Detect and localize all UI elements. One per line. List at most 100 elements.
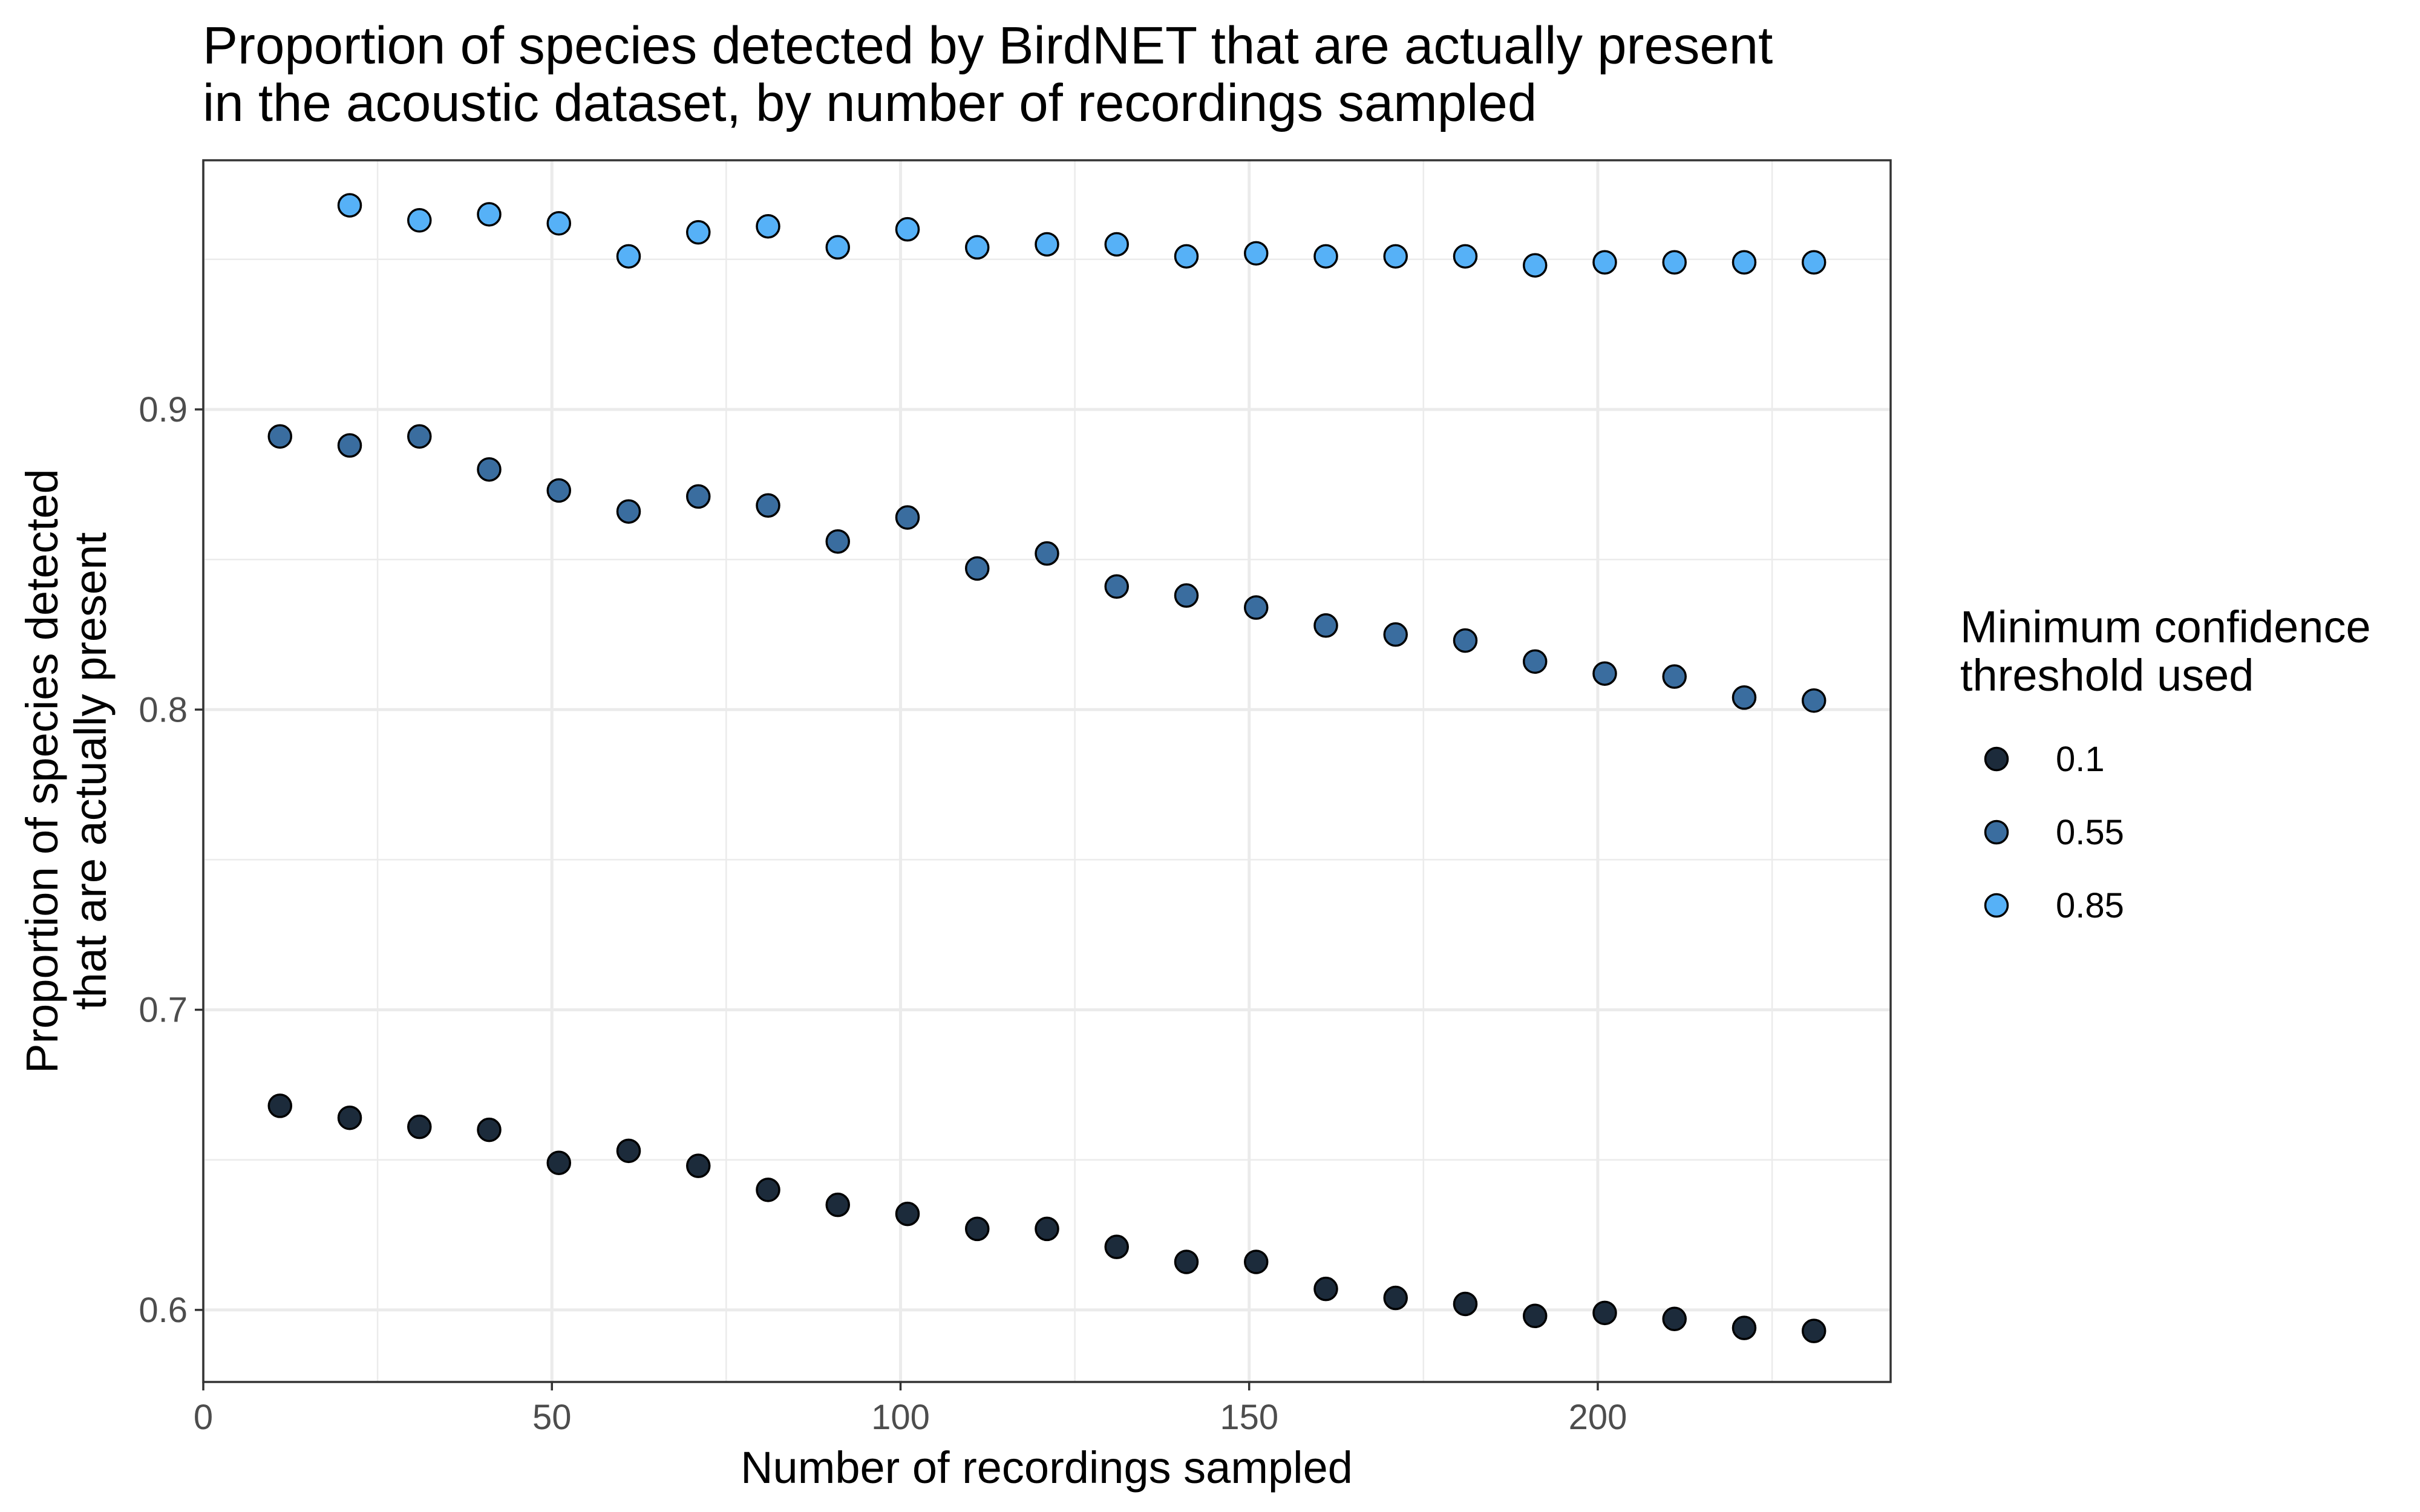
data-point bbox=[1801, 688, 1826, 713]
data-point bbox=[1174, 583, 1199, 608]
x-tick-label: 100 bbox=[871, 1398, 930, 1437]
x-tick-label: 50 bbox=[532, 1398, 572, 1437]
data-point bbox=[1313, 1276, 1338, 1302]
data-point bbox=[1801, 250, 1826, 275]
legend-label: 0.1 bbox=[2056, 740, 2105, 779]
data-point bbox=[1383, 622, 1408, 647]
x-tick-label: 150 bbox=[1220, 1398, 1278, 1437]
data-point bbox=[1243, 241, 1269, 266]
data-point bbox=[756, 493, 780, 518]
data-point bbox=[1313, 244, 1338, 269]
legend-title-line-1: Minimum confidence bbox=[1960, 602, 2371, 652]
data-point bbox=[337, 433, 362, 458]
plot-panel bbox=[203, 160, 1891, 1382]
y-tick-label: 0.6 bbox=[139, 1291, 188, 1330]
data-point bbox=[546, 478, 572, 503]
legend-title-line-2: threshold used bbox=[1960, 650, 2254, 700]
data-point bbox=[407, 424, 432, 449]
data-point bbox=[1453, 1291, 1478, 1317]
data-point bbox=[1104, 232, 1129, 257]
legend-items: 0.1 0.55 0.85 bbox=[1984, 740, 2124, 925]
data-point bbox=[1104, 1234, 1129, 1259]
data-point bbox=[477, 202, 502, 227]
data-point bbox=[1383, 1285, 1408, 1311]
data-point bbox=[825, 529, 851, 554]
data-point bbox=[895, 505, 920, 530]
data-point bbox=[756, 1178, 780, 1202]
data-point bbox=[1035, 1216, 1059, 1242]
data-point bbox=[1243, 1250, 1269, 1274]
chart-title-line-2: in the acoustic dataset, by number of re… bbox=[203, 74, 1537, 132]
data-point bbox=[337, 193, 362, 218]
data-point bbox=[1522, 1303, 1548, 1329]
legend-key bbox=[1984, 746, 2009, 772]
x-axis-title: Number of recordings sampled bbox=[741, 1442, 1353, 1493]
data-point bbox=[546, 1150, 572, 1175]
y-axis: 0.6 0.7 0.8 0.9 bbox=[139, 390, 203, 1330]
data-point bbox=[825, 1192, 851, 1217]
y-axis-title: Proportion of species detected that are … bbox=[17, 469, 116, 1074]
data-point bbox=[337, 1105, 362, 1130]
legend-key bbox=[1984, 893, 2009, 918]
data-point bbox=[1662, 250, 1687, 275]
data-point bbox=[1035, 232, 1059, 257]
data-point bbox=[1732, 1315, 1757, 1340]
x-axis: 0 50 100 150 200 bbox=[194, 1382, 1627, 1437]
x-tick-label: 0 bbox=[194, 1398, 213, 1437]
data-point bbox=[1801, 1318, 1826, 1343]
data-point bbox=[616, 499, 641, 524]
data-point bbox=[407, 1114, 432, 1139]
data-point bbox=[965, 1216, 990, 1242]
data-point bbox=[825, 235, 851, 260]
data-point bbox=[267, 1093, 293, 1118]
data-point bbox=[1592, 661, 1617, 686]
data-points bbox=[267, 193, 1826, 1343]
data-point bbox=[1313, 613, 1338, 638]
data-point bbox=[965, 235, 990, 260]
grid-minor bbox=[203, 160, 1891, 1382]
data-point bbox=[407, 208, 432, 233]
chart-title-line-1: Proportion of species detected by BirdNE… bbox=[203, 16, 1773, 75]
data-point bbox=[267, 424, 293, 449]
y-tick-label: 0.9 bbox=[139, 390, 188, 429]
legend-label: 0.85 bbox=[2056, 886, 2124, 925]
data-point bbox=[1243, 595, 1269, 620]
legend-label: 0.55 bbox=[2056, 813, 2124, 852]
data-point bbox=[1732, 685, 1757, 710]
data-point bbox=[895, 1201, 920, 1227]
data-point bbox=[1453, 628, 1478, 653]
y-tick-label: 0.8 bbox=[139, 690, 188, 729]
data-point bbox=[1522, 253, 1548, 278]
data-point bbox=[1732, 250, 1757, 275]
data-point bbox=[1035, 541, 1059, 566]
x-tick-label: 200 bbox=[1569, 1398, 1627, 1437]
data-point bbox=[1662, 664, 1687, 689]
data-point bbox=[756, 213, 780, 239]
data-point bbox=[477, 1117, 502, 1142]
y-axis-title-line-1: Proportion of species detected bbox=[17, 469, 67, 1074]
data-point bbox=[546, 210, 572, 236]
data-point bbox=[1522, 649, 1548, 674]
data-point bbox=[1174, 244, 1199, 269]
data-point bbox=[477, 457, 502, 482]
data-point bbox=[1592, 1300, 1617, 1326]
data-point bbox=[1662, 1306, 1687, 1332]
data-point bbox=[686, 1153, 711, 1178]
plot-border bbox=[202, 159, 1892, 1383]
y-axis-title-line-2: that are actually present bbox=[65, 532, 116, 1010]
legend-key bbox=[1984, 820, 2009, 845]
data-point bbox=[965, 556, 990, 581]
data-point bbox=[1383, 244, 1408, 269]
data-point bbox=[616, 1138, 641, 1164]
data-point bbox=[1174, 1250, 1199, 1274]
data-point bbox=[686, 220, 711, 245]
data-point bbox=[616, 244, 641, 269]
data-point bbox=[895, 217, 920, 242]
data-point bbox=[686, 484, 711, 509]
data-point bbox=[1592, 250, 1617, 275]
legend: Minimum confidence threshold used 0.1 0.5… bbox=[1960, 602, 2371, 925]
y-tick-label: 0.7 bbox=[139, 991, 188, 1030]
data-point bbox=[1104, 574, 1129, 599]
data-point bbox=[1453, 244, 1478, 269]
